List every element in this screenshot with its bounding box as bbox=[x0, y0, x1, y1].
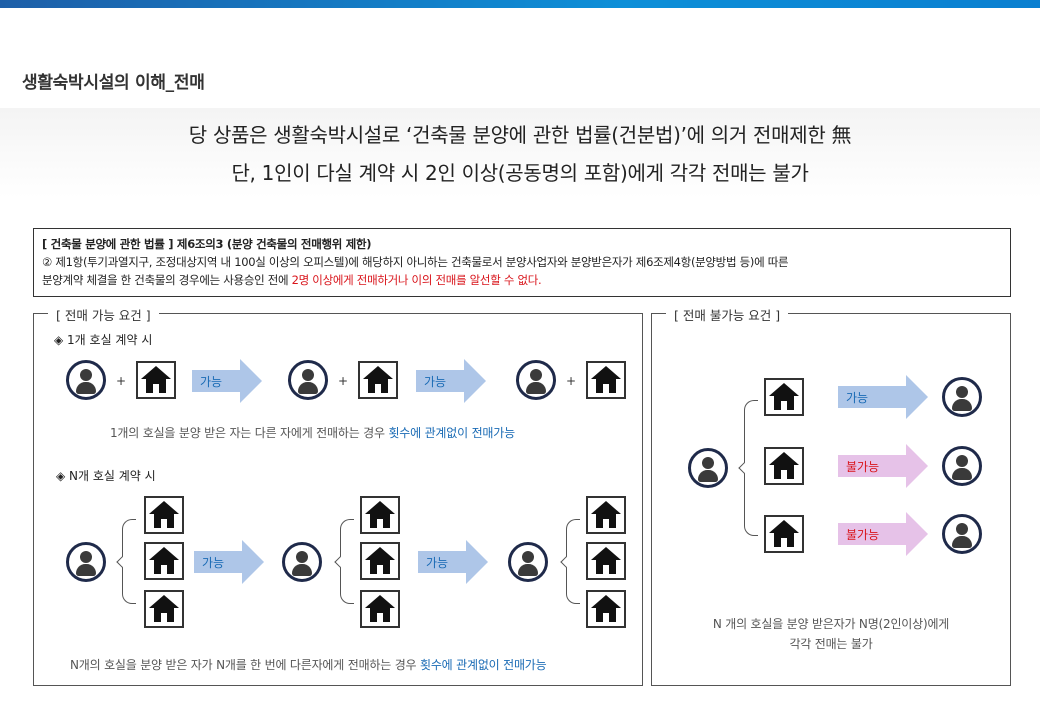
arrow-label: 가능 bbox=[200, 375, 223, 389]
person-icon bbox=[942, 514, 982, 554]
case1-title: ◈ 1개 호실 계약 시 bbox=[54, 333, 153, 347]
house-icon bbox=[586, 590, 626, 628]
headline-line-2: 단, 1인이 다실 계약 시 2인 이상(공동명의 포함)에게 각각 전매는 불… bbox=[231, 161, 809, 185]
person-icon bbox=[288, 360, 328, 400]
case1-note-text: 1개의 호실을 분양 받은 자는 다른 자에게 전매하는 경우 bbox=[110, 426, 389, 440]
person-icon bbox=[942, 377, 982, 417]
headline-line-1: 당 상품은 생활숙박시설로 ‘건축물 분양에 관한 법률(건분법)’에 의거 전… bbox=[188, 123, 852, 147]
right-arrow-icon: 불가능 bbox=[838, 512, 930, 556]
resale-not-allowed-label: [ 전매 불가능 요건 ] bbox=[666, 305, 789, 324]
plus-sign: + bbox=[116, 374, 127, 388]
person-icon bbox=[282, 542, 322, 582]
resale-allowed-panel: [ 전매 가능 요건 ] ◈ 1개 호실 계약 시 + 가능 + 가능 + 1개… bbox=[33, 305, 643, 686]
plus-sign: + bbox=[338, 374, 349, 388]
case2-title: ◈ N개 호실 계약 시 bbox=[56, 469, 156, 483]
case1-note-highlight: 횟수에 관계없이 전매가능 bbox=[388, 426, 515, 440]
house-icon bbox=[586, 542, 626, 580]
person-icon bbox=[516, 360, 556, 400]
house-icon bbox=[764, 447, 804, 485]
right-arrow-icon: 가능 bbox=[838, 375, 930, 419]
arrow-label: 가능 bbox=[424, 375, 447, 389]
case2-note: N개의 호실을 분양 받은 자가 N개를 한 번에 다른자에게 전매하는 경우 … bbox=[70, 656, 547, 673]
law-restriction-highlight: 2명 이상에게 전매하거나 이의 전매를 알선할 수 없다. bbox=[291, 273, 542, 287]
not-allowed-note-line1: N 개의 호실을 분양 받은자가 N명(2인이상)에게 bbox=[712, 617, 950, 631]
house-icon bbox=[360, 542, 400, 580]
law-clause-text: 분양계약 체결을 한 건축물의 경우에는 사용승인 전에 bbox=[42, 273, 292, 287]
law-title: [ 건축물 분양에 관한 법률 ] 제6조의3 (분양 건축물의 전매행위 제한… bbox=[42, 237, 372, 251]
right-arrow-icon: 가능 bbox=[192, 359, 264, 403]
case2-note-text: N개의 호실을 분양 받은 자가 N개를 한 번에 다른자에게 전매하는 경우 bbox=[70, 658, 420, 672]
house-icon bbox=[586, 361, 626, 399]
house-icon bbox=[764, 515, 804, 553]
house-icon bbox=[144, 496, 184, 534]
right-arrow-icon: 가능 bbox=[416, 359, 488, 403]
house-icon bbox=[144, 590, 184, 628]
arrow-label: 가능 bbox=[846, 391, 869, 405]
law-clause-cont: 분양계약 체결을 한 건축물의 경우에는 사용승인 전에 2명 이상에게 전매하… bbox=[42, 271, 1002, 289]
person-icon bbox=[942, 446, 982, 486]
person-icon bbox=[508, 542, 548, 582]
house-icon bbox=[358, 361, 398, 399]
house-icon bbox=[586, 496, 626, 534]
house-icon bbox=[136, 361, 176, 399]
right-arrow-icon: 가능 bbox=[194, 540, 266, 584]
law-excerpt-box: [ 건축물 분양에 관한 법률 ] 제6조의3 (분양 건축물의 전매행위 제한… bbox=[33, 228, 1011, 297]
house-icon bbox=[360, 496, 400, 534]
case1-note: 1개의 호실을 분양 받은 자는 다른 자에게 전매하는 경우 횟수에 관계없이… bbox=[110, 424, 515, 441]
resale-not-allowed-panel: [ 전매 불가능 요건 ] 가능 불가능 불가능 N 개의 호실을 분양 받은자… bbox=[651, 305, 1011, 686]
house-icon bbox=[360, 590, 400, 628]
person-icon bbox=[688, 448, 728, 488]
arrow-label: 가능 bbox=[426, 556, 449, 570]
house-icon bbox=[764, 378, 804, 416]
top-accent-bar bbox=[0, 0, 1040, 8]
right-arrow-icon: 불가능 bbox=[838, 444, 930, 488]
section-title: 생활숙박시설의 이해_전매 bbox=[22, 73, 205, 93]
law-clause: ② 제1항(투기과열지구, 조정대상지역 내 100실 이상의 오피스텔)에 해… bbox=[42, 255, 789, 269]
plus-sign: + bbox=[566, 374, 577, 388]
arrow-label: 가능 bbox=[202, 556, 225, 570]
case2-note-highlight: 횟수에 관계없이 전매가능 bbox=[420, 658, 547, 672]
arrow-label: 불가능 bbox=[846, 528, 880, 542]
arrow-label: 불가능 bbox=[846, 460, 880, 474]
headline-banner: 당 상품은 생활숙박시설로 ‘건축물 분양에 관한 법률(건분법)’에 의거 전… bbox=[0, 108, 1040, 198]
not-allowed-note-line2: 각각 전매는 불가 bbox=[789, 637, 873, 651]
person-icon bbox=[66, 542, 106, 582]
right-arrow-icon: 가능 bbox=[418, 540, 490, 584]
resale-allowed-label: [ 전매 가능 요건 ] bbox=[48, 305, 159, 324]
person-icon bbox=[66, 360, 106, 400]
house-icon bbox=[144, 542, 184, 580]
